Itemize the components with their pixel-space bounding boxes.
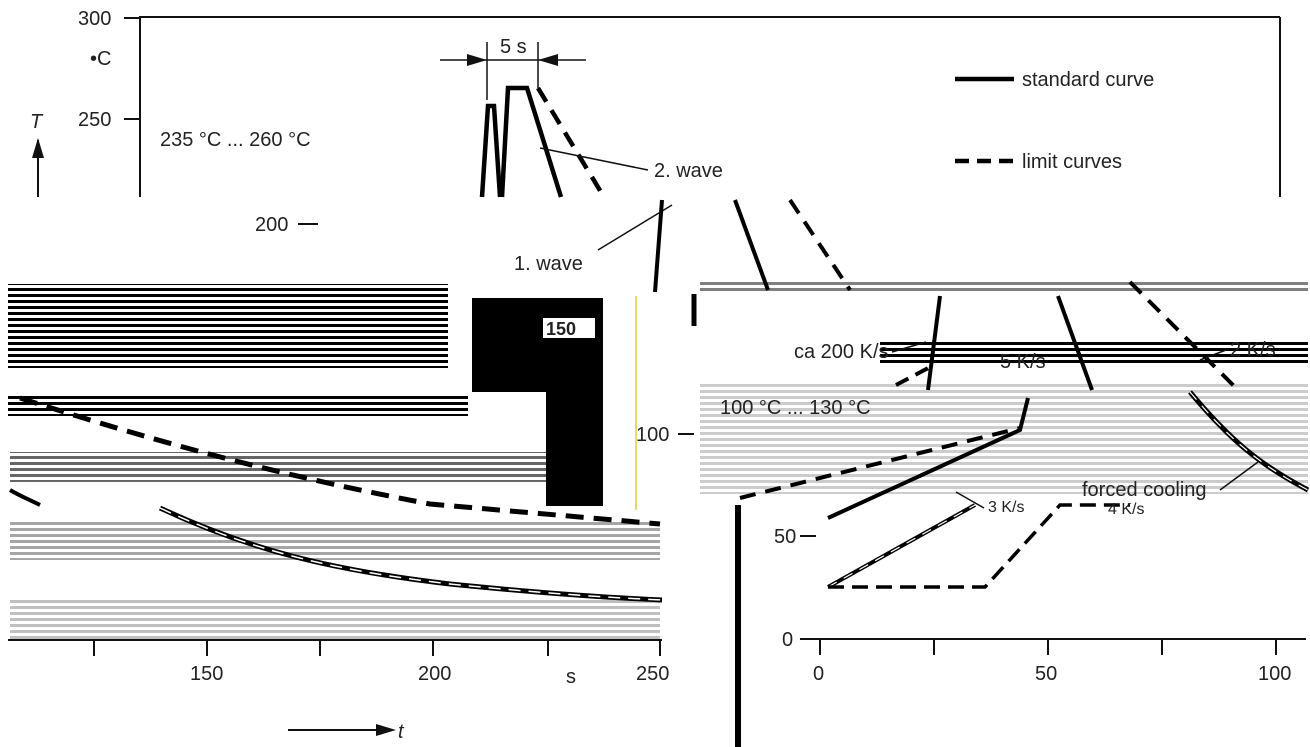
y-tick-300: 300 <box>78 8 111 30</box>
limit-curve-fall <box>788 198 852 292</box>
black-block <box>472 298 603 506</box>
lower-left-dashed-curve <box>19 395 661 527</box>
scanline-band-5 <box>10 600 660 640</box>
standard-curve-fall <box>733 199 770 291</box>
legend-standard-label: standard curve <box>1022 69 1154 91</box>
lower-left-double-curve <box>8 488 41 507</box>
rate-4-label: 4 K/s <box>1108 501 1144 518</box>
standard-curve-wave2 <box>499 85 564 198</box>
y-tick-200: 200 <box>255 214 288 236</box>
transition-band: 1. wave <box>514 198 852 326</box>
scanline-band-4 <box>10 520 660 560</box>
right-x-tick-100: 100 <box>1258 663 1291 685</box>
y-unit-label: •C <box>90 48 111 70</box>
time-span-label: 5 s <box>500 36 527 58</box>
first-wave-label: 1. wave <box>514 253 583 275</box>
forced-cooling-leader <box>1219 461 1259 491</box>
rate-200-curve <box>926 295 942 391</box>
x-axis-symbol: t <box>398 721 405 743</box>
limit-curve-upper <box>536 86 606 199</box>
second-wave-label: 2. wave <box>654 160 723 182</box>
rate-5-curve <box>1056 295 1094 391</box>
right-y-tick-50: 50 <box>774 526 796 548</box>
x-tick-250: 250 <box>636 663 669 685</box>
rate-2-curve <box>1128 280 1242 394</box>
standard-curve-rise <box>653 199 664 293</box>
limit-preheat-ramp-upper <box>739 426 1021 500</box>
preheat-range-label: 100 °C ... 130 °C <box>720 397 871 419</box>
y-tick-250: 250 <box>78 109 111 131</box>
right-y-tick-0: 0 <box>782 629 793 651</box>
rate-3-leader <box>955 491 985 509</box>
right-x-tick-50: 50 <box>1035 663 1057 685</box>
legend-limit-label: limit curves <box>1022 151 1122 173</box>
x-unit-s: s <box>566 666 576 688</box>
x-axis-arrowhead <box>376 724 396 736</box>
lower-right-panel: 100 ca 200 K/s 5 K/s 2 K/s 100 °C ... 13… <box>636 280 1310 747</box>
lower-left-panel: 150 150 200 s 250 t <box>8 284 669 743</box>
upper-dashed-cut <box>895 364 933 387</box>
standard-curve-wave1 <box>479 103 503 198</box>
right-x-tick-0: 0 <box>813 663 824 685</box>
peak-range-label: 235 °C ... 260 °C <box>160 129 311 151</box>
rate-200-label: ca 200 K/s <box>794 341 889 363</box>
upper-panel: 300 250 200 •C T 235 °C ... 260 °C 5 s 2… <box>30 8 1281 236</box>
tick-label-box <box>543 318 595 338</box>
lower-left-y-tick-150: 150 <box>546 319 576 339</box>
rate-5-label: 5 K/s <box>1000 351 1046 373</box>
scanline-band-3 <box>10 452 548 482</box>
lower-left-double-curve-inner <box>159 507 663 601</box>
y-axis-arrowhead <box>32 138 44 158</box>
x-tick-150: 150 <box>190 663 223 685</box>
rate-2-leader <box>1199 349 1227 361</box>
forced-cooling-label: forced cooling <box>1082 479 1207 501</box>
x-tick-200: 200 <box>418 663 451 685</box>
rate-2-label: 2 K/s <box>1230 339 1276 361</box>
time-span-arrow-left <box>467 54 487 66</box>
scanline-band-1 <box>8 284 448 368</box>
scanline-band-2 <box>8 396 468 416</box>
rate-3-label: 3 K/s <box>988 499 1024 516</box>
limit-preheat-ramp-lower <box>828 503 1130 589</box>
scanline-band-r1 <box>700 280 1308 294</box>
scanline-band-r2 <box>880 340 1308 364</box>
second-wave-leader <box>539 147 649 171</box>
middle-y-tick-100: 100 <box>636 424 669 446</box>
rate-200-leader <box>891 341 927 353</box>
forced-cooling-inner <box>1189 391 1309 491</box>
y-axis-symbol: T <box>30 111 44 133</box>
time-span-arrow-right <box>538 54 558 66</box>
